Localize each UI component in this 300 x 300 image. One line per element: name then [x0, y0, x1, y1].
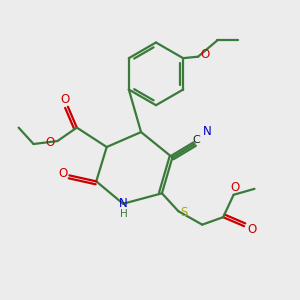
Text: H: H [120, 209, 128, 219]
Text: O: O [247, 223, 256, 236]
Text: O: O [58, 167, 68, 180]
Text: C: C [192, 134, 200, 145]
Text: O: O [45, 136, 55, 149]
Text: N: N [119, 197, 128, 210]
Text: S: S [181, 206, 188, 219]
Text: O: O [200, 48, 209, 61]
Text: O: O [230, 181, 240, 194]
Text: N: N [203, 125, 212, 138]
Text: O: O [60, 93, 70, 106]
